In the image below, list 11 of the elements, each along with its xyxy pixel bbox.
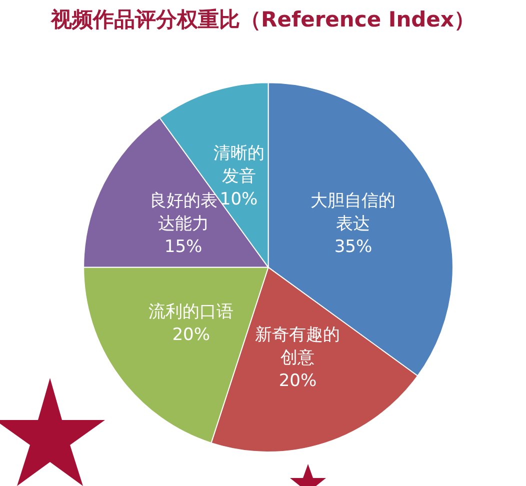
- chart-title: 视频作品评分权重比（Reference Index）: [50, 8, 475, 32]
- data-label: 20%: [172, 324, 210, 345]
- data-label: 15%: [164, 237, 202, 258]
- slice-label: 新奇有趣的创意: [255, 324, 340, 368]
- slice-label: 流利的口语: [148, 302, 234, 322]
- data-label: 20%: [278, 370, 317, 391]
- slice-label: 大胆自信的表达: [310, 191, 396, 234]
- data-label: 35%: [334, 237, 372, 258]
- slice-label: 良好的表达能力: [149, 191, 218, 234]
- data-label: 10%: [220, 190, 258, 210]
- slice-label: 清晰的发音: [213, 144, 264, 187]
